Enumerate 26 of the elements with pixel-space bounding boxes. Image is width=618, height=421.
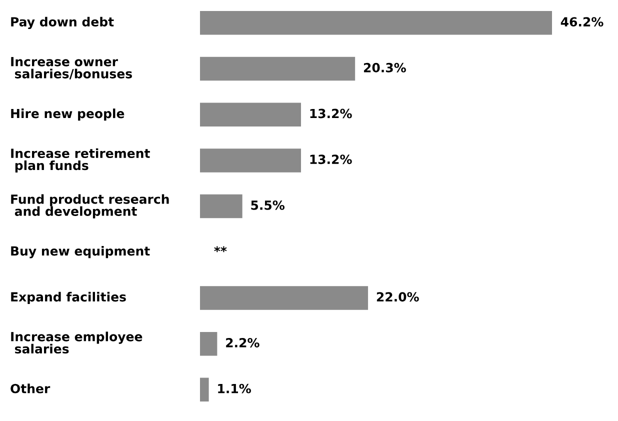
- y-tick-label: Increase owner salaries/bonuses: [11, 57, 132, 80]
- bar: [200, 11, 552, 35]
- bar: [200, 194, 242, 218]
- y-tick-label: Hire new people: [11, 108, 124, 121]
- data-label: 22.0%: [376, 292, 419, 302]
- bar: [200, 56, 356, 81]
- y-tick-label: Pay down debt: [11, 16, 114, 30]
- data-label: 5.5%: [251, 200, 285, 210]
- bar: [200, 148, 301, 172]
- y-tick-label: Increase retirement plan funds: [11, 148, 150, 173]
- data-label: 20.3%: [364, 62, 406, 72]
- data-label: 2.2%: [226, 338, 260, 348]
- y-tick-label: Increase employee salaries: [11, 332, 142, 354]
- bar: [200, 332, 218, 356]
- y-tick-label: Buy new equipment: [11, 246, 150, 258]
- data-label: 1.1%: [218, 384, 251, 394]
- y-tick-label: Fund product research and development: [11, 194, 169, 218]
- bar: [200, 102, 301, 126]
- data-label: 46.2%: [560, 17, 604, 27]
- y-tick-label: Expand facilities: [11, 292, 126, 304]
- bar: [200, 378, 209, 402]
- y-tick-label: Other: [10, 384, 50, 394]
- data-label: 13.2%: [310, 154, 352, 164]
- bar: [200, 286, 368, 310]
- data-label: 13.2%: [310, 108, 352, 118]
- text: **: [214, 246, 227, 252]
